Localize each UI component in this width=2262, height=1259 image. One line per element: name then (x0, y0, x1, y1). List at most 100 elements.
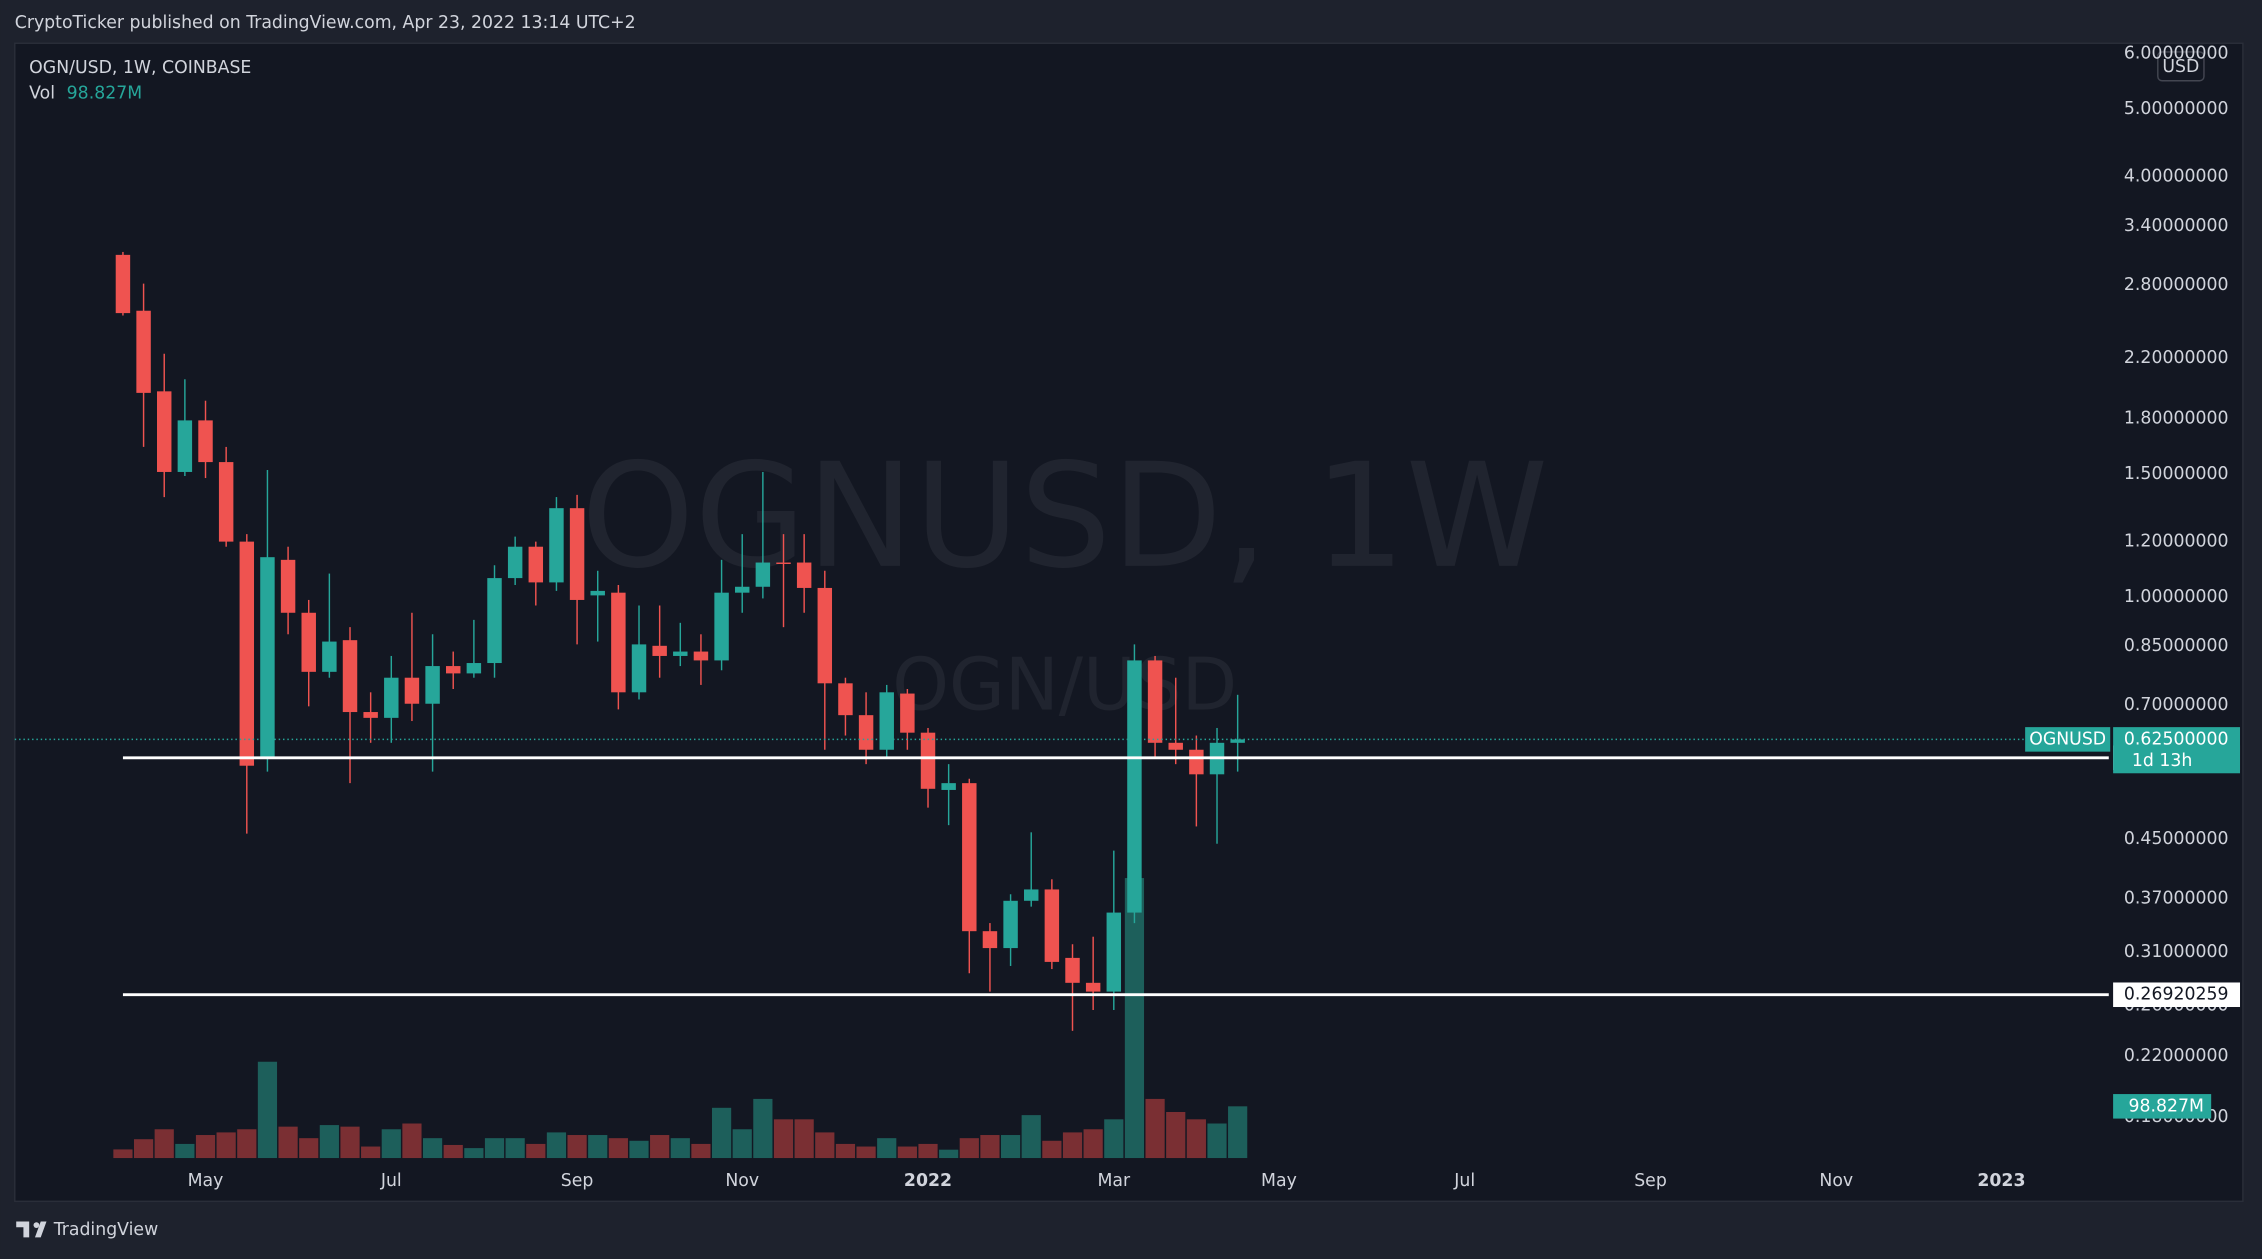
x-tick-label: Nov (725, 1171, 759, 1191)
volume-bar (1124, 878, 1145, 1159)
x-tick-label: Mar (1097, 1171, 1131, 1191)
volume-bar (464, 1148, 484, 1159)
volume-bar (856, 1146, 876, 1159)
candle-body (136, 310, 151, 393)
candle-body (941, 783, 956, 790)
candle-body (796, 562, 812, 588)
candle-body (1147, 660, 1163, 743)
volume-bar (422, 1138, 443, 1159)
candle-body (280, 559, 296, 613)
watermark: OGNUSD, 1W (581, 433, 1548, 601)
volume-bar (526, 1143, 546, 1159)
currency-label[interactable]: USD (2162, 57, 2199, 77)
volume-bar (877, 1138, 897, 1159)
candle-body (1003, 900, 1018, 949)
candle-body (879, 692, 894, 750)
candle-body (714, 592, 729, 661)
candle-body (817, 587, 833, 684)
candle-body (1168, 742, 1183, 750)
y-tick-label: 0.85000000 (2124, 636, 2229, 656)
volume-bar (402, 1123, 422, 1159)
volume-bar (257, 1061, 278, 1159)
volume-bar (237, 1129, 257, 1159)
candle-body (590, 590, 605, 596)
candle-body (858, 715, 874, 750)
volume-bar (319, 1125, 339, 1159)
volume-bar (484, 1138, 505, 1159)
volume-bar (546, 1132, 567, 1159)
volume-bar (1062, 1132, 1083, 1159)
volume-bar (629, 1140, 649, 1159)
currency-badge[interactable] (2157, 51, 2205, 82)
volume-bar (918, 1143, 938, 1159)
candle-body (838, 683, 853, 716)
volume-bar (340, 1126, 360, 1159)
candle-body (1106, 912, 1122, 992)
y-tick-label: 2.80000000 (2124, 275, 2229, 295)
candle-body (962, 783, 977, 932)
volume-bar (773, 1119, 794, 1159)
candle-body (425, 666, 440, 704)
candle-body (507, 546, 523, 579)
volume-bar (732, 1129, 752, 1159)
candle-body (652, 645, 667, 656)
candle-body (1085, 982, 1101, 992)
candle-body (177, 420, 193, 472)
candle-body (528, 546, 544, 583)
candle-body (1044, 889, 1060, 962)
y-tick-label: 0.70000000 (2124, 695, 2229, 715)
last-price-label: 0.62500000 (2124, 729, 2229, 749)
y-tick-label: 1.00000000 (2124, 587, 2229, 607)
candle-body (1230, 739, 1245, 743)
candle-body (115, 254, 131, 314)
x-tick-label: May (188, 1171, 224, 1191)
volume-name: Vol (29, 84, 55, 104)
x-tick-label: Jul (380, 1171, 402, 1191)
publisher-line: CryptoTicker published on TradingView.co… (15, 13, 636, 33)
volume-bar (154, 1129, 174, 1159)
volume-bar (113, 1149, 133, 1159)
candle-body (466, 663, 482, 674)
volume-bar (711, 1107, 732, 1159)
x-tick-label: Sep (561, 1171, 594, 1191)
candle-body (446, 666, 461, 674)
candle-body (549, 508, 564, 583)
last-price-badge (2113, 727, 2241, 774)
volume-bar (980, 1135, 1000, 1159)
volume-bar (1042, 1140, 1062, 1159)
footer-brand: TradingView (53, 1220, 159, 1240)
level-badge (2113, 982, 2241, 1008)
candle-body (239, 541, 255, 766)
candle-body (735, 586, 750, 593)
volume-badge-label: 98.827M (2129, 1096, 2204, 1116)
candle-body (569, 508, 585, 600)
candle-body (900, 693, 915, 733)
volume-bar (443, 1144, 463, 1159)
candle-body (260, 557, 275, 757)
volume-bar (897, 1146, 917, 1159)
y-tick-label: 2.20000000 (2124, 348, 2229, 368)
symbol-badge (2025, 727, 2111, 752)
y-tick-label: 0.45000000 (2124, 829, 2229, 849)
x-tick-label: 2023 (1977, 1171, 2025, 1191)
volume-bar (1021, 1115, 1041, 1159)
candle-body (1065, 957, 1080, 983)
volume-bar (195, 1135, 216, 1159)
y-tick-label: 0.31000000 (2124, 942, 2229, 962)
volume-value: 98.827M (67, 84, 142, 104)
volume-badge (2113, 1094, 2212, 1119)
volume-bar (1104, 1119, 1124, 1159)
x-tick-label: May (1261, 1171, 1297, 1191)
volume-bar (588, 1135, 608, 1159)
y-tick-label: 0.22000000 (2124, 1046, 2229, 1066)
volume-bar (299, 1138, 319, 1159)
y-tick-label: 5.00000000 (2124, 99, 2229, 119)
candle-body (157, 391, 172, 472)
volume-bar (670, 1138, 690, 1159)
candle-body (1189, 749, 1204, 775)
candle-body (363, 712, 378, 718)
volume-bar (1145, 1098, 1165, 1159)
tradingview-logo (16, 1221, 47, 1238)
y-tick-label: 0.37000000 (2124, 888, 2229, 908)
volume-bar (939, 1149, 959, 1159)
